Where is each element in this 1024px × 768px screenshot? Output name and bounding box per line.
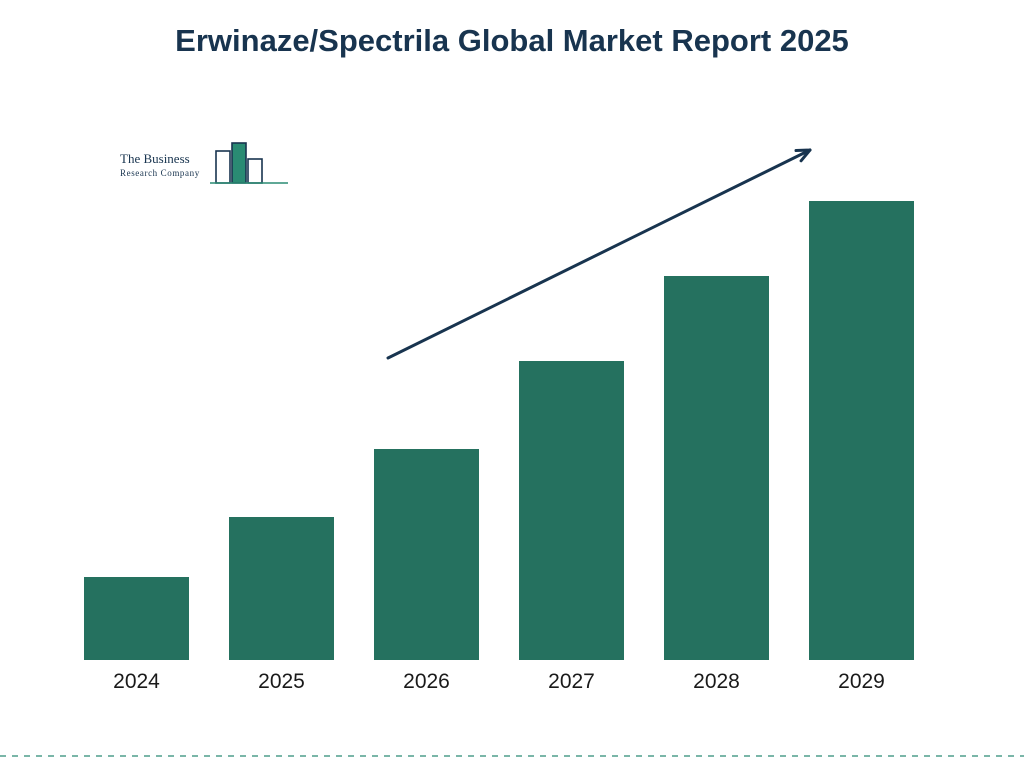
footer-divider <box>0 754 1024 758</box>
page: { "title": { "text": "Erwinaze/Spectrila… <box>0 0 1024 768</box>
trend-arrow-icon <box>0 0 1024 768</box>
